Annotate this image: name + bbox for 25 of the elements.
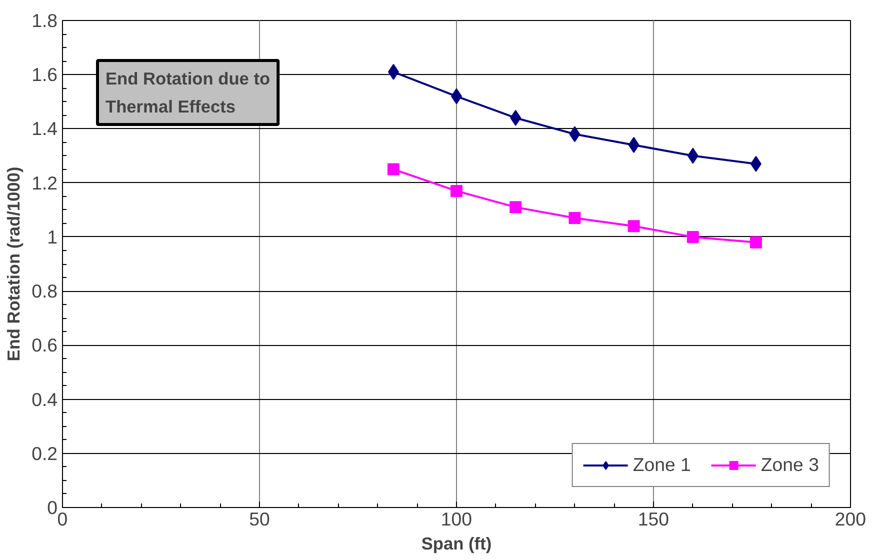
x-axis-title: Span (ft) (421, 534, 492, 554)
point (568, 212, 581, 224)
y-tick-label: 0.6 (32, 334, 58, 356)
x-tick-label: 150 (638, 508, 670, 530)
x-tick-label: 200 (834, 508, 866, 530)
y-tick-label: 1.8 (32, 10, 58, 31)
y-tick-label: 1 (47, 226, 58, 248)
y-tick-label: 0.8 (32, 280, 58, 302)
y-tick-label: 0.4 (32, 388, 58, 410)
point (628, 220, 640, 232)
text: End Rotation due to Thermal Effects (106, 68, 270, 116)
y-tick-label: 0.2 (32, 442, 58, 464)
y-tick-label: 1.2 (32, 172, 58, 194)
point (750, 236, 762, 248)
point (450, 184, 462, 197)
x-tick-label: 100 (440, 508, 472, 530)
point (510, 201, 522, 214)
y-tick-label: 1.6 (32, 64, 58, 86)
point (686, 230, 699, 243)
legend-label: Zone 1 (632, 454, 691, 476)
legend-label: Zone 3 (760, 454, 819, 476)
y-tick-label: 1.4 (32, 118, 58, 140)
x-tick-label: 50 (249, 508, 270, 530)
point (387, 163, 400, 176)
y-axis-title: End Rotation (rad/1000) (4, 166, 24, 362)
